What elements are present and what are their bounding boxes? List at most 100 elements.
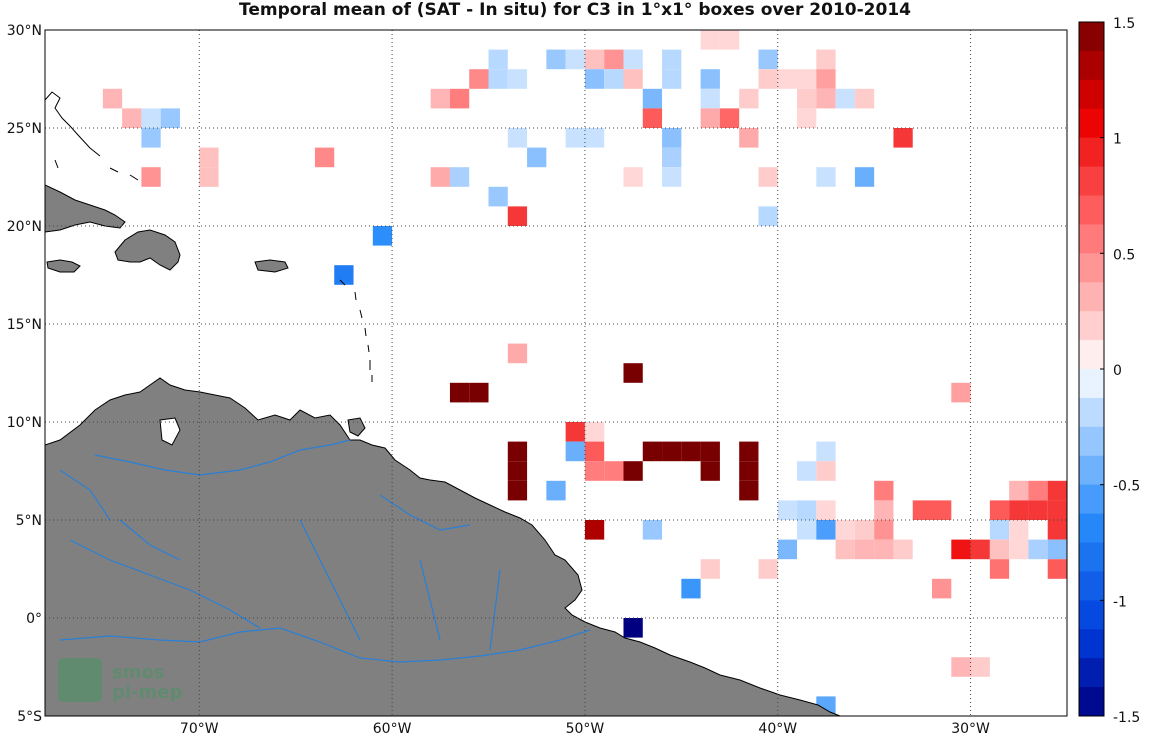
data-cell — [777, 539, 798, 560]
data-cell — [700, 559, 720, 579]
data-cell — [430, 88, 450, 109]
colorbar-segment — [1079, 50, 1104, 81]
data-cell — [816, 167, 836, 187]
data-cell — [854, 88, 875, 109]
data-cell — [912, 500, 933, 520]
data-cell — [623, 69, 643, 89]
data-cell — [623, 461, 643, 481]
data-cell — [662, 147, 682, 168]
data-cell — [854, 167, 875, 187]
data-cell — [989, 520, 1010, 540]
data-cell — [758, 206, 778, 226]
data-cell — [1047, 539, 1067, 560]
data-cell — [334, 265, 354, 285]
data-cell — [874, 480, 894, 501]
tributary-river — [489, 569, 501, 651]
data-cell — [932, 500, 952, 520]
data-cell — [874, 520, 894, 540]
data-cell — [623, 49, 643, 70]
data-cell — [141, 128, 161, 148]
data-cell — [604, 49, 624, 70]
data-cell — [874, 500, 894, 520]
data-cell — [469, 382, 489, 403]
colorbar-segment — [1079, 282, 1104, 312]
data-cell — [816, 461, 836, 481]
data-cell — [739, 88, 759, 109]
data-cell — [642, 108, 663, 128]
colorbar-segment — [1079, 137, 1104, 168]
tributary-river — [119, 519, 181, 561]
data-cell — [758, 167, 778, 187]
data-cell — [604, 69, 624, 89]
data-cell — [681, 578, 701, 599]
data-cell — [141, 167, 161, 187]
colorbar-segment — [1079, 455, 1104, 486]
data-cell — [797, 88, 817, 109]
data-cell — [854, 520, 875, 540]
data-cell — [507, 461, 528, 481]
colorbar-segment — [1079, 397, 1104, 428]
colorbar-segment — [1079, 79, 1104, 110]
data-cell — [565, 422, 585, 442]
data-cell — [449, 167, 470, 187]
data-cell — [700, 69, 720, 89]
data-cell — [507, 441, 528, 462]
data-cell — [199, 147, 219, 168]
colorbar-segment — [1079, 484, 1104, 515]
data-cell — [989, 559, 1010, 579]
data-cell — [662, 167, 682, 187]
logo: smos pi-mep — [58, 658, 182, 703]
data-cell — [797, 461, 817, 481]
data-cell — [662, 69, 682, 89]
lat-tick-label: 5°N — [16, 513, 42, 529]
data-cell — [527, 147, 547, 168]
data-cell — [623, 363, 643, 383]
river-network — [59, 439, 591, 663]
logo-line2: pi-mep — [112, 682, 182, 703]
data-cell — [584, 128, 605, 148]
data-cell — [488, 69, 508, 89]
data-cell — [584, 441, 605, 462]
data-cell — [758, 69, 778, 89]
lat-tick-label: 15°N — [7, 317, 42, 333]
colorbar-tick-label: 1.5 — [1113, 16, 1135, 32]
data-cell — [835, 520, 855, 540]
puerto-rico-island — [254, 259, 289, 273]
lon-tick-label: 40°W — [758, 721, 797, 737]
data-cell — [372, 226, 393, 246]
data-cell — [989, 539, 1010, 560]
data-cell — [797, 108, 817, 128]
data-cell — [874, 539, 894, 560]
data-cell — [1047, 520, 1067, 540]
data-cell — [816, 49, 836, 70]
data-cell — [1047, 500, 1067, 520]
data-cell — [777, 500, 798, 520]
data-cell — [488, 49, 508, 70]
colorbar-segment — [1079, 571, 1104, 601]
longitude-labels: 70°W 60°W 50°W 40°W 30°W — [180, 721, 990, 737]
colorbar-segment — [1079, 166, 1104, 196]
data-cell — [1028, 500, 1048, 520]
data-cell — [700, 441, 720, 462]
colorbar-segment — [1079, 658, 1104, 688]
lon-tick-label: 70°W — [180, 721, 219, 737]
venezuela-lake — [159, 417, 181, 446]
lesser-antilles-islands — [339, 279, 373, 382]
data-cell — [449, 382, 470, 403]
data-cell — [507, 206, 528, 226]
data-cell — [507, 69, 528, 89]
colorbar-tick-label: 0 — [1113, 363, 1122, 379]
data-cell — [642, 520, 663, 540]
colorbar-labels: 1.5 1 0.5 0 -0.5 -1 -1.5 — [1100, 16, 1140, 726]
colorbar-segment — [1079, 629, 1104, 659]
colorbar-segment — [1079, 340, 1104, 370]
data-cell — [1028, 539, 1048, 560]
logo-line1: smos — [112, 662, 165, 683]
data-cell — [1047, 480, 1067, 501]
lat-tick-label: 0° — [26, 611, 42, 627]
data-cell — [430, 167, 450, 187]
data-cell — [314, 147, 335, 168]
data-cell — [700, 88, 720, 109]
data-cell — [816, 441, 836, 462]
lat-tick-label: 20°N — [7, 219, 42, 235]
